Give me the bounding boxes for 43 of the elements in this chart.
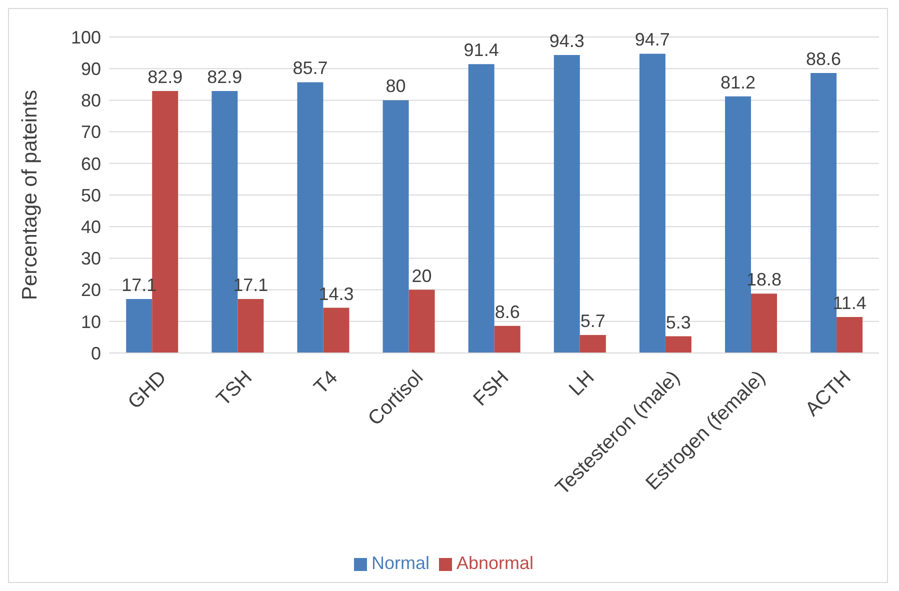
data-label: 81.2 (720, 72, 756, 92)
y-tick-label: 60 (80, 154, 101, 174)
data-label: 85.7 (292, 58, 328, 78)
bar (238, 298, 264, 353)
bar (126, 298, 152, 353)
bar (468, 64, 494, 353)
bar (665, 336, 692, 353)
bar (408, 290, 435, 353)
bar (836, 316, 863, 353)
y-tick-label: 10 (80, 312, 101, 332)
y-tick-label: 20 (80, 280, 101, 300)
y-axis-title: Percentage of pateints (18, 90, 42, 300)
bar (494, 326, 520, 353)
bar (639, 54, 666, 353)
bar (554, 55, 580, 353)
legend-label: Normal (371, 553, 430, 573)
data-label: 8.6 (494, 302, 520, 322)
data-label: 20 (412, 266, 432, 286)
data-label: 5.7 (580, 310, 606, 331)
data-label: 91.4 (464, 40, 499, 60)
bar (580, 334, 606, 353)
data-label: 82.9 (148, 67, 183, 88)
data-label: 94.3 (549, 31, 584, 52)
y-tick-label: 30 (80, 248, 101, 269)
y-tick-label: 70 (80, 122, 101, 142)
bar (323, 308, 350, 353)
y-tick-label: 40 (80, 216, 101, 237)
data-label: 94.7 (634, 30, 670, 50)
data-label: 88.6 (806, 49, 842, 70)
data-label: 80 (386, 76, 406, 96)
legend-label: Abnormal (456, 553, 534, 573)
x-tick-label: TSH (212, 366, 256, 410)
data-label: 5.3 (666, 312, 691, 332)
y-tick-label: 100 (70, 27, 101, 48)
bar (382, 100, 409, 353)
y-tick-label: 0 (90, 343, 101, 364)
data-label: 82.9 (207, 67, 242, 88)
x-tick-label: T4 (310, 366, 342, 399)
x-tick-label: LH (565, 366, 599, 400)
y-tick-label: 80 (80, 90, 101, 111)
y-tick-label: 50 (80, 185, 101, 206)
y-tick-label: 90 (80, 58, 101, 79)
bar (751, 294, 777, 353)
